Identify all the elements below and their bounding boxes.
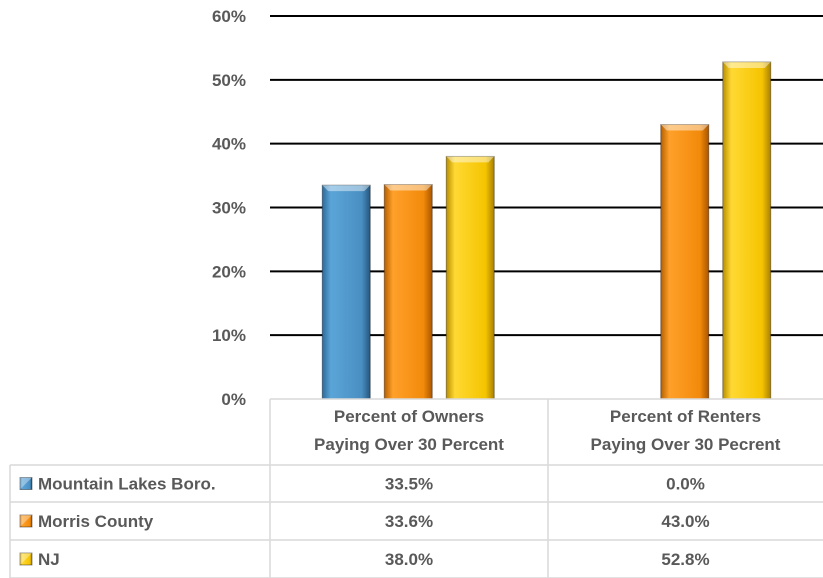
bar-body	[321, 184, 371, 400]
bar-body	[660, 124, 710, 400]
legend-label: Morris County	[38, 512, 154, 531]
bar	[445, 155, 495, 400]
bar	[321, 184, 371, 400]
legend-key	[19, 552, 33, 566]
data-table: Percent of Owners Paying Over 30 Percent P…	[9, 398, 823, 578]
data-label: 33.6%	[385, 512, 433, 531]
y-tick-label: 30%	[212, 199, 246, 218]
bar-bevel	[322, 185, 371, 192]
data-label: 38.0%	[385, 550, 433, 569]
legend-label: Mountain Lakes Boro.	[38, 475, 216, 494]
bar-bevel	[722, 61, 771, 68]
category-label: Paying Over 30 Pecrent	[591, 435, 781, 454]
category-label: Percent of Owners	[334, 407, 484, 426]
legend-label: NJ	[38, 550, 60, 569]
bar	[383, 184, 433, 400]
legend-key	[19, 514, 33, 528]
y-tick-label: 50%	[212, 71, 246, 90]
y-tick-label: 10%	[212, 326, 246, 345]
data-label: 43.0%	[661, 512, 709, 531]
bar-bevel	[446, 156, 495, 163]
bars	[321, 61, 772, 400]
bar-body	[445, 155, 495, 400]
y-axis-tick-labels: 0% 10% 20% 30% 40% 50% 60%	[212, 7, 246, 409]
bar	[660, 124, 710, 400]
data-label: 52.8%	[661, 550, 709, 569]
y-tick-label: 40%	[212, 135, 246, 154]
bar-body	[722, 61, 772, 400]
data-label: 0.0%	[666, 475, 705, 494]
bar-bevel	[660, 124, 709, 131]
legend-key	[19, 477, 33, 490]
y-tick-label: 0%	[221, 390, 246, 409]
y-tick-label: 20%	[212, 262, 246, 281]
category-label: Percent of Renters	[610, 407, 761, 426]
data-label: 33.5%	[385, 475, 433, 494]
category-label: Paying Over 30 Percent	[314, 435, 504, 454]
bar	[722, 61, 772, 400]
bar-bevel	[384, 184, 433, 191]
bar-body	[383, 184, 433, 400]
y-tick-label: 60%	[212, 7, 246, 26]
